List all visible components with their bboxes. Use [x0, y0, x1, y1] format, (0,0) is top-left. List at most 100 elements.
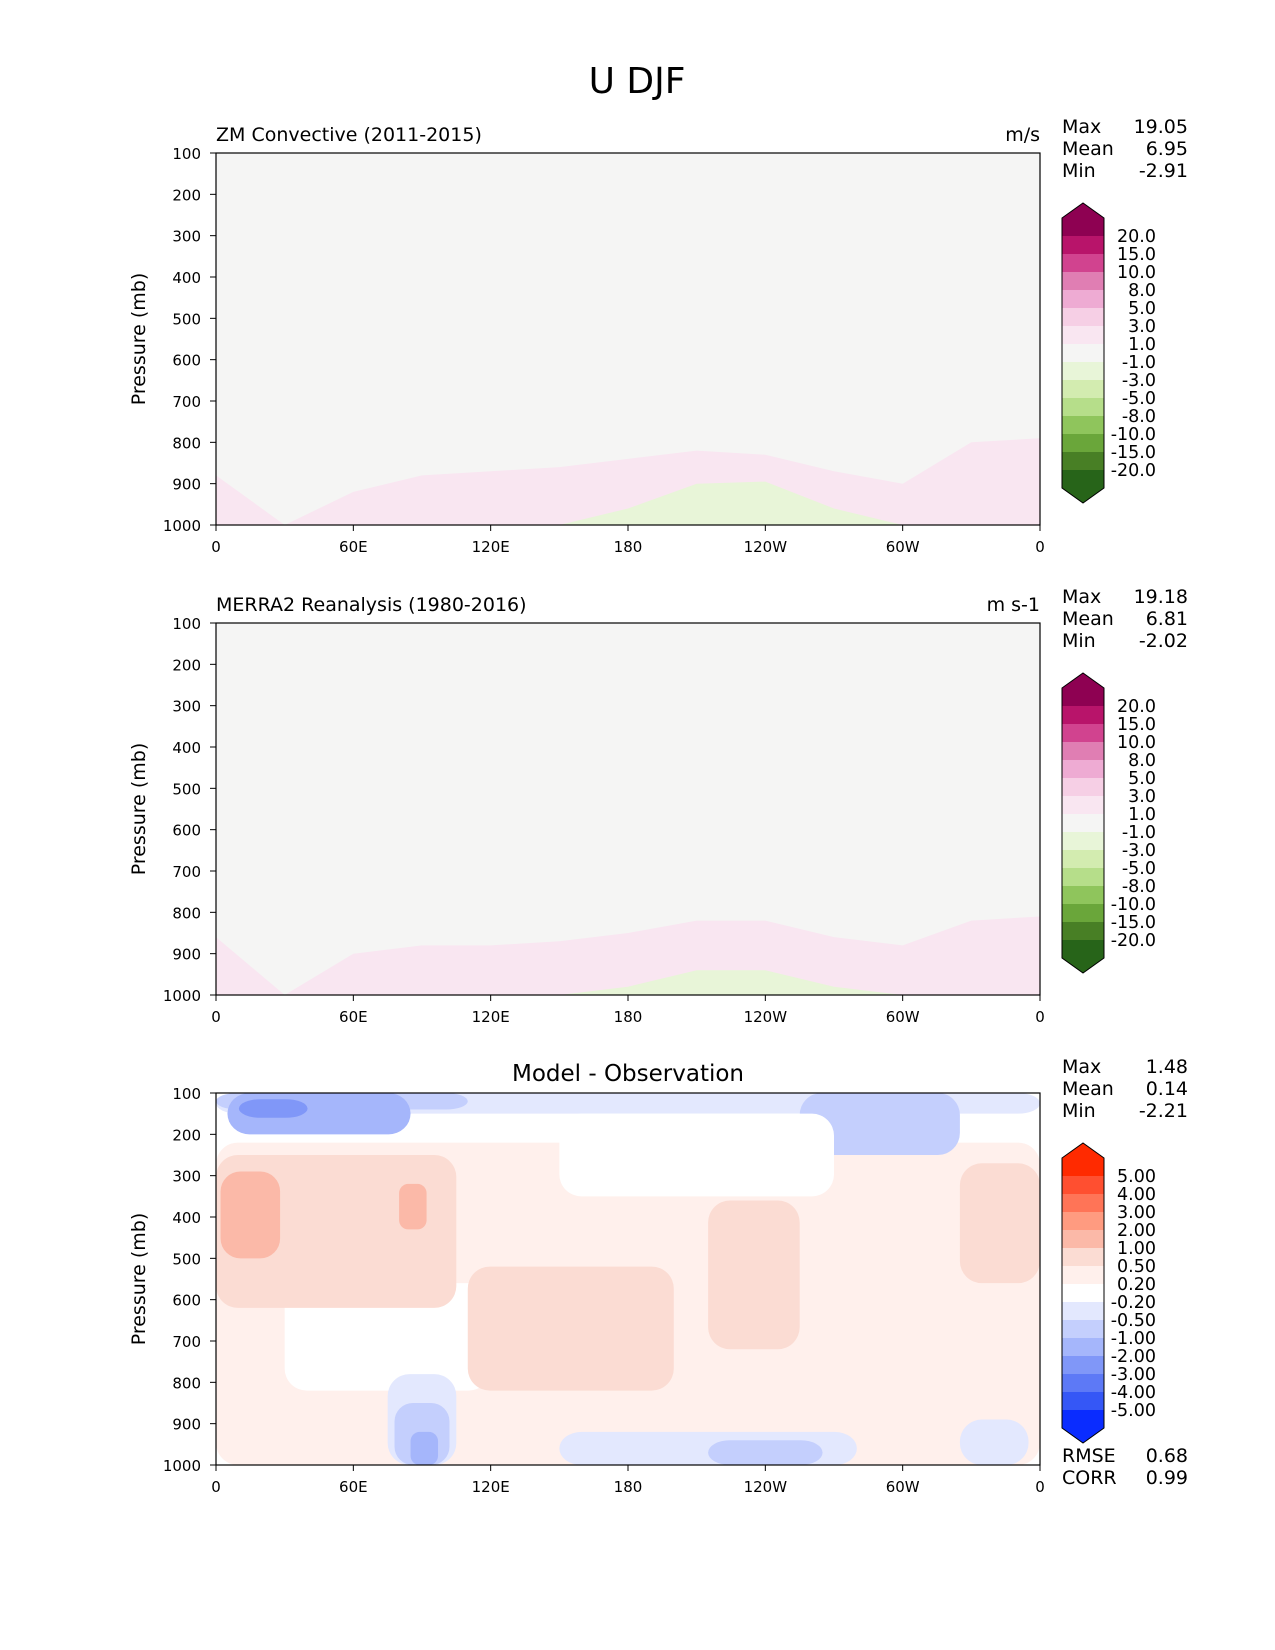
- colorbar-label: -15.0: [1111, 443, 1156, 463]
- colorbar-label: 3.0: [1128, 317, 1156, 337]
- figure-title: U DJF: [589, 61, 686, 102]
- colorbar-swatch: [1062, 1194, 1104, 1212]
- x-tick-label: 60W: [886, 1478, 920, 1496]
- colorbar-label: 5.0: [1128, 769, 1156, 789]
- metric-label: CORR: [1062, 1467, 1117, 1489]
- y-tick-label: 100: [172, 145, 201, 163]
- stat-value: 1.48: [1146, 1056, 1188, 1078]
- colorbar-outline: [1061, 202, 1105, 504]
- chart-panel: Model - Observation 100 200 300 400 500 600 700…: [128, 1056, 1188, 1496]
- colorbar-outline: [1061, 1142, 1105, 1444]
- contour-band-1.0: [216, 623, 1040, 995]
- colorbar-label: -8.0: [1122, 407, 1156, 427]
- stat-label: Max: [1062, 1056, 1101, 1078]
- colorbar-label: -8.0: [1122, 877, 1156, 897]
- colorbar-swatch: [1062, 886, 1104, 904]
- colorbar: 20.015.010.08.05.03.01.0-1.0-3.0-5.0-8.0…: [1061, 672, 1156, 974]
- colorbar-swatch: [1062, 1374, 1104, 1392]
- stat-value: 0.14: [1146, 1078, 1188, 1100]
- y-tick-label: 1000: [163, 517, 201, 535]
- colorbar-label: -5.0: [1122, 389, 1156, 409]
- x-tick-label: 120W: [744, 1478, 788, 1496]
- colorbar-label: 15.0: [1117, 245, 1156, 265]
- stat-value: -2.21: [1139, 1100, 1188, 1122]
- x-tick-label: 180: [614, 1478, 643, 1496]
- x-tick-label: 0: [1035, 1478, 1045, 1496]
- colorbar-swatch: [1062, 1248, 1104, 1266]
- metric-value: 0.99: [1146, 1467, 1188, 1489]
- colorbar-label: -1.0: [1122, 823, 1156, 843]
- colorbar-label: 4.00: [1117, 1185, 1156, 1205]
- y-tick-label: 700: [172, 1333, 201, 1351]
- contour-band--1.0: [216, 481, 1040, 525]
- colorbar-label: 15.0: [1117, 715, 1156, 735]
- colorbar-label: 20.0: [1117, 227, 1156, 247]
- colorbar-swatch: [1062, 236, 1104, 254]
- colorbar-label: -10.0: [1111, 425, 1156, 445]
- colorbar-label: -0.50: [1111, 1311, 1156, 1331]
- colorbar-swatch: [1062, 832, 1104, 850]
- metric-value: 0.68: [1146, 1445, 1188, 1467]
- x-tick-label: 0: [1035, 1008, 1045, 1026]
- colorbar-swatch: [1062, 452, 1104, 470]
- colorbar-label: -3.0: [1122, 371, 1156, 391]
- stat-value: 6.81: [1146, 608, 1188, 630]
- colorbar-label: 10.0: [1117, 733, 1156, 753]
- colorbar-swatch: [1062, 272, 1104, 290]
- colorbar-label: -1.00: [1111, 1329, 1156, 1349]
- stat-label: Mean: [1062, 138, 1114, 160]
- y-tick-label: 200: [172, 186, 201, 204]
- colorbar-label: -2.00: [1111, 1347, 1156, 1367]
- y-tick-label: 100: [172, 615, 201, 633]
- x-tick-label: 60W: [886, 538, 920, 556]
- chart-panel: MERRA2 Reanalysis (1980-2016) m s-1 100 200…: [128, 586, 1188, 1026]
- colorbar-label: -1.0: [1122, 353, 1156, 373]
- colorbar-swatch: [1062, 254, 1104, 272]
- colorbar-label: 3.00: [1117, 1203, 1156, 1223]
- x-tick-label: 120E: [472, 538, 510, 556]
- colorbar-swatch: [1062, 362, 1104, 380]
- colorbar-label: -3.00: [1111, 1365, 1156, 1385]
- colorbar-label: -15.0: [1111, 913, 1156, 933]
- y-tick-label: 700: [172, 863, 201, 881]
- y-tick-label: 500: [172, 310, 201, 328]
- colorbar-label: -5.0: [1122, 859, 1156, 879]
- colorbar-label: -10.0: [1111, 895, 1156, 915]
- colorbar-extend-max: [1062, 203, 1104, 236]
- y-tick-label: 900: [172, 476, 201, 494]
- colorbar-swatch: [1062, 778, 1104, 796]
- metric-label: RMSE: [1062, 1445, 1116, 1467]
- colorbar-extend-min: [1062, 470, 1104, 503]
- colorbar-label: -20.0: [1111, 461, 1156, 481]
- x-tick-label: 120W: [744, 538, 788, 556]
- colorbar-swatch: [1062, 760, 1104, 778]
- contour-region--0.50: [799, 1093, 960, 1155]
- stat-value: 6.95: [1146, 138, 1188, 160]
- panel-units: m s-1: [987, 594, 1040, 616]
- y-tick-label: 200: [172, 1126, 201, 1144]
- stat-value: 19.18: [1134, 586, 1188, 608]
- chart-panel: ZM Convective (2011-2015) m/s 100 200 300 400…: [128, 116, 1188, 556]
- y-tick-label: 800: [172, 1374, 201, 1392]
- colorbar-swatch: [1062, 326, 1104, 344]
- contour-region--0.50: [708, 1440, 823, 1465]
- y-tick-label: 400: [172, 269, 201, 287]
- colorbar-label: 2.00: [1117, 1221, 1156, 1241]
- colorbar-swatch: [1062, 1356, 1104, 1374]
- y-tick-label: 900: [172, 1416, 201, 1434]
- y-tick-label: 400: [172, 1209, 201, 1227]
- contour-region--2.00: [238, 1099, 308, 1118]
- colorbar-label: 1.00: [1117, 1239, 1156, 1259]
- y-tick-label: 400: [172, 739, 201, 757]
- stat-label: Min: [1062, 630, 1096, 652]
- x-tick-label: 0: [1035, 538, 1045, 556]
- colorbar-extend-max: [1062, 673, 1104, 706]
- colorbar-label: 10.0: [1117, 263, 1156, 283]
- y-tick-label: 900: [172, 946, 201, 964]
- colorbar-swatch: [1062, 796, 1104, 814]
- y-tick-label: 300: [172, 698, 201, 716]
- colorbar-swatch: [1062, 1212, 1104, 1230]
- colorbar-swatch: [1062, 1284, 1104, 1302]
- colorbar: 5.004.003.002.001.000.500.20-0.20-0.50-1…: [1061, 1142, 1156, 1444]
